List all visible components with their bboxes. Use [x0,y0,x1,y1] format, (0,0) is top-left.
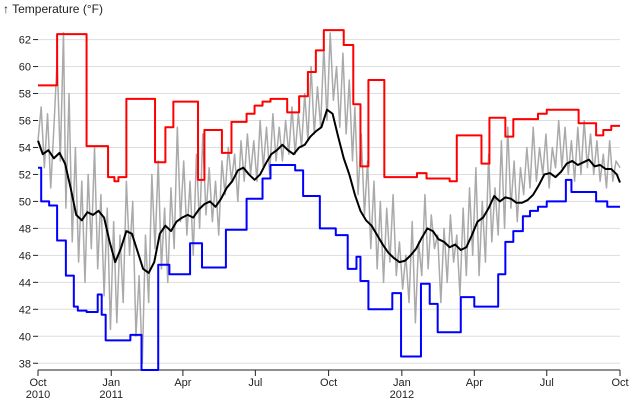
y-tick-label: 62 [19,35,31,47]
y-tick-label: 58 [19,89,31,101]
x-tick-label: Jan [393,377,411,389]
series-group [37,29,621,371]
series-line-daily [37,32,621,365]
y-tick-label: 38 [19,358,31,370]
series-line-max [38,29,620,183]
y-tick-label: 44 [19,277,31,289]
y-axis-label: ↑ Temperature (°F) [3,2,103,16]
x-tick-year-label: 2012 [390,389,414,400]
y-tick-label: 52 [19,169,31,181]
series-line-average [37,108,621,274]
x-tick-year-label: 2010 [26,389,50,400]
x-tick-label: Jan [102,377,120,389]
x-tick-year-label: 2011 [99,389,123,400]
x-tick-label: Apr [174,377,191,389]
y-axis: 38 40 42 44 46 48 50 52 54 56 58 60 62 [19,35,38,370]
x-tick-label: Oct [29,377,46,389]
x-tick-label: Apr [466,377,483,389]
x-tick-label: Jul [248,377,262,389]
x-tick-label: Jul [540,377,554,389]
y-tick-label: 54 [19,142,31,154]
y-tick-label: 42 [19,304,31,316]
y-tick-label: 48 [19,223,31,235]
x-tick-label: Oct [320,377,337,389]
y-tick-label: 50 [19,196,31,208]
y-tick-label: 40 [19,331,31,343]
y-tick-label: 60 [19,62,31,74]
y-tick-label: 46 [19,250,31,262]
y-tick-label: 56 [19,115,31,127]
x-tick-label: Oct [611,377,628,389]
series-line-min [38,164,620,371]
